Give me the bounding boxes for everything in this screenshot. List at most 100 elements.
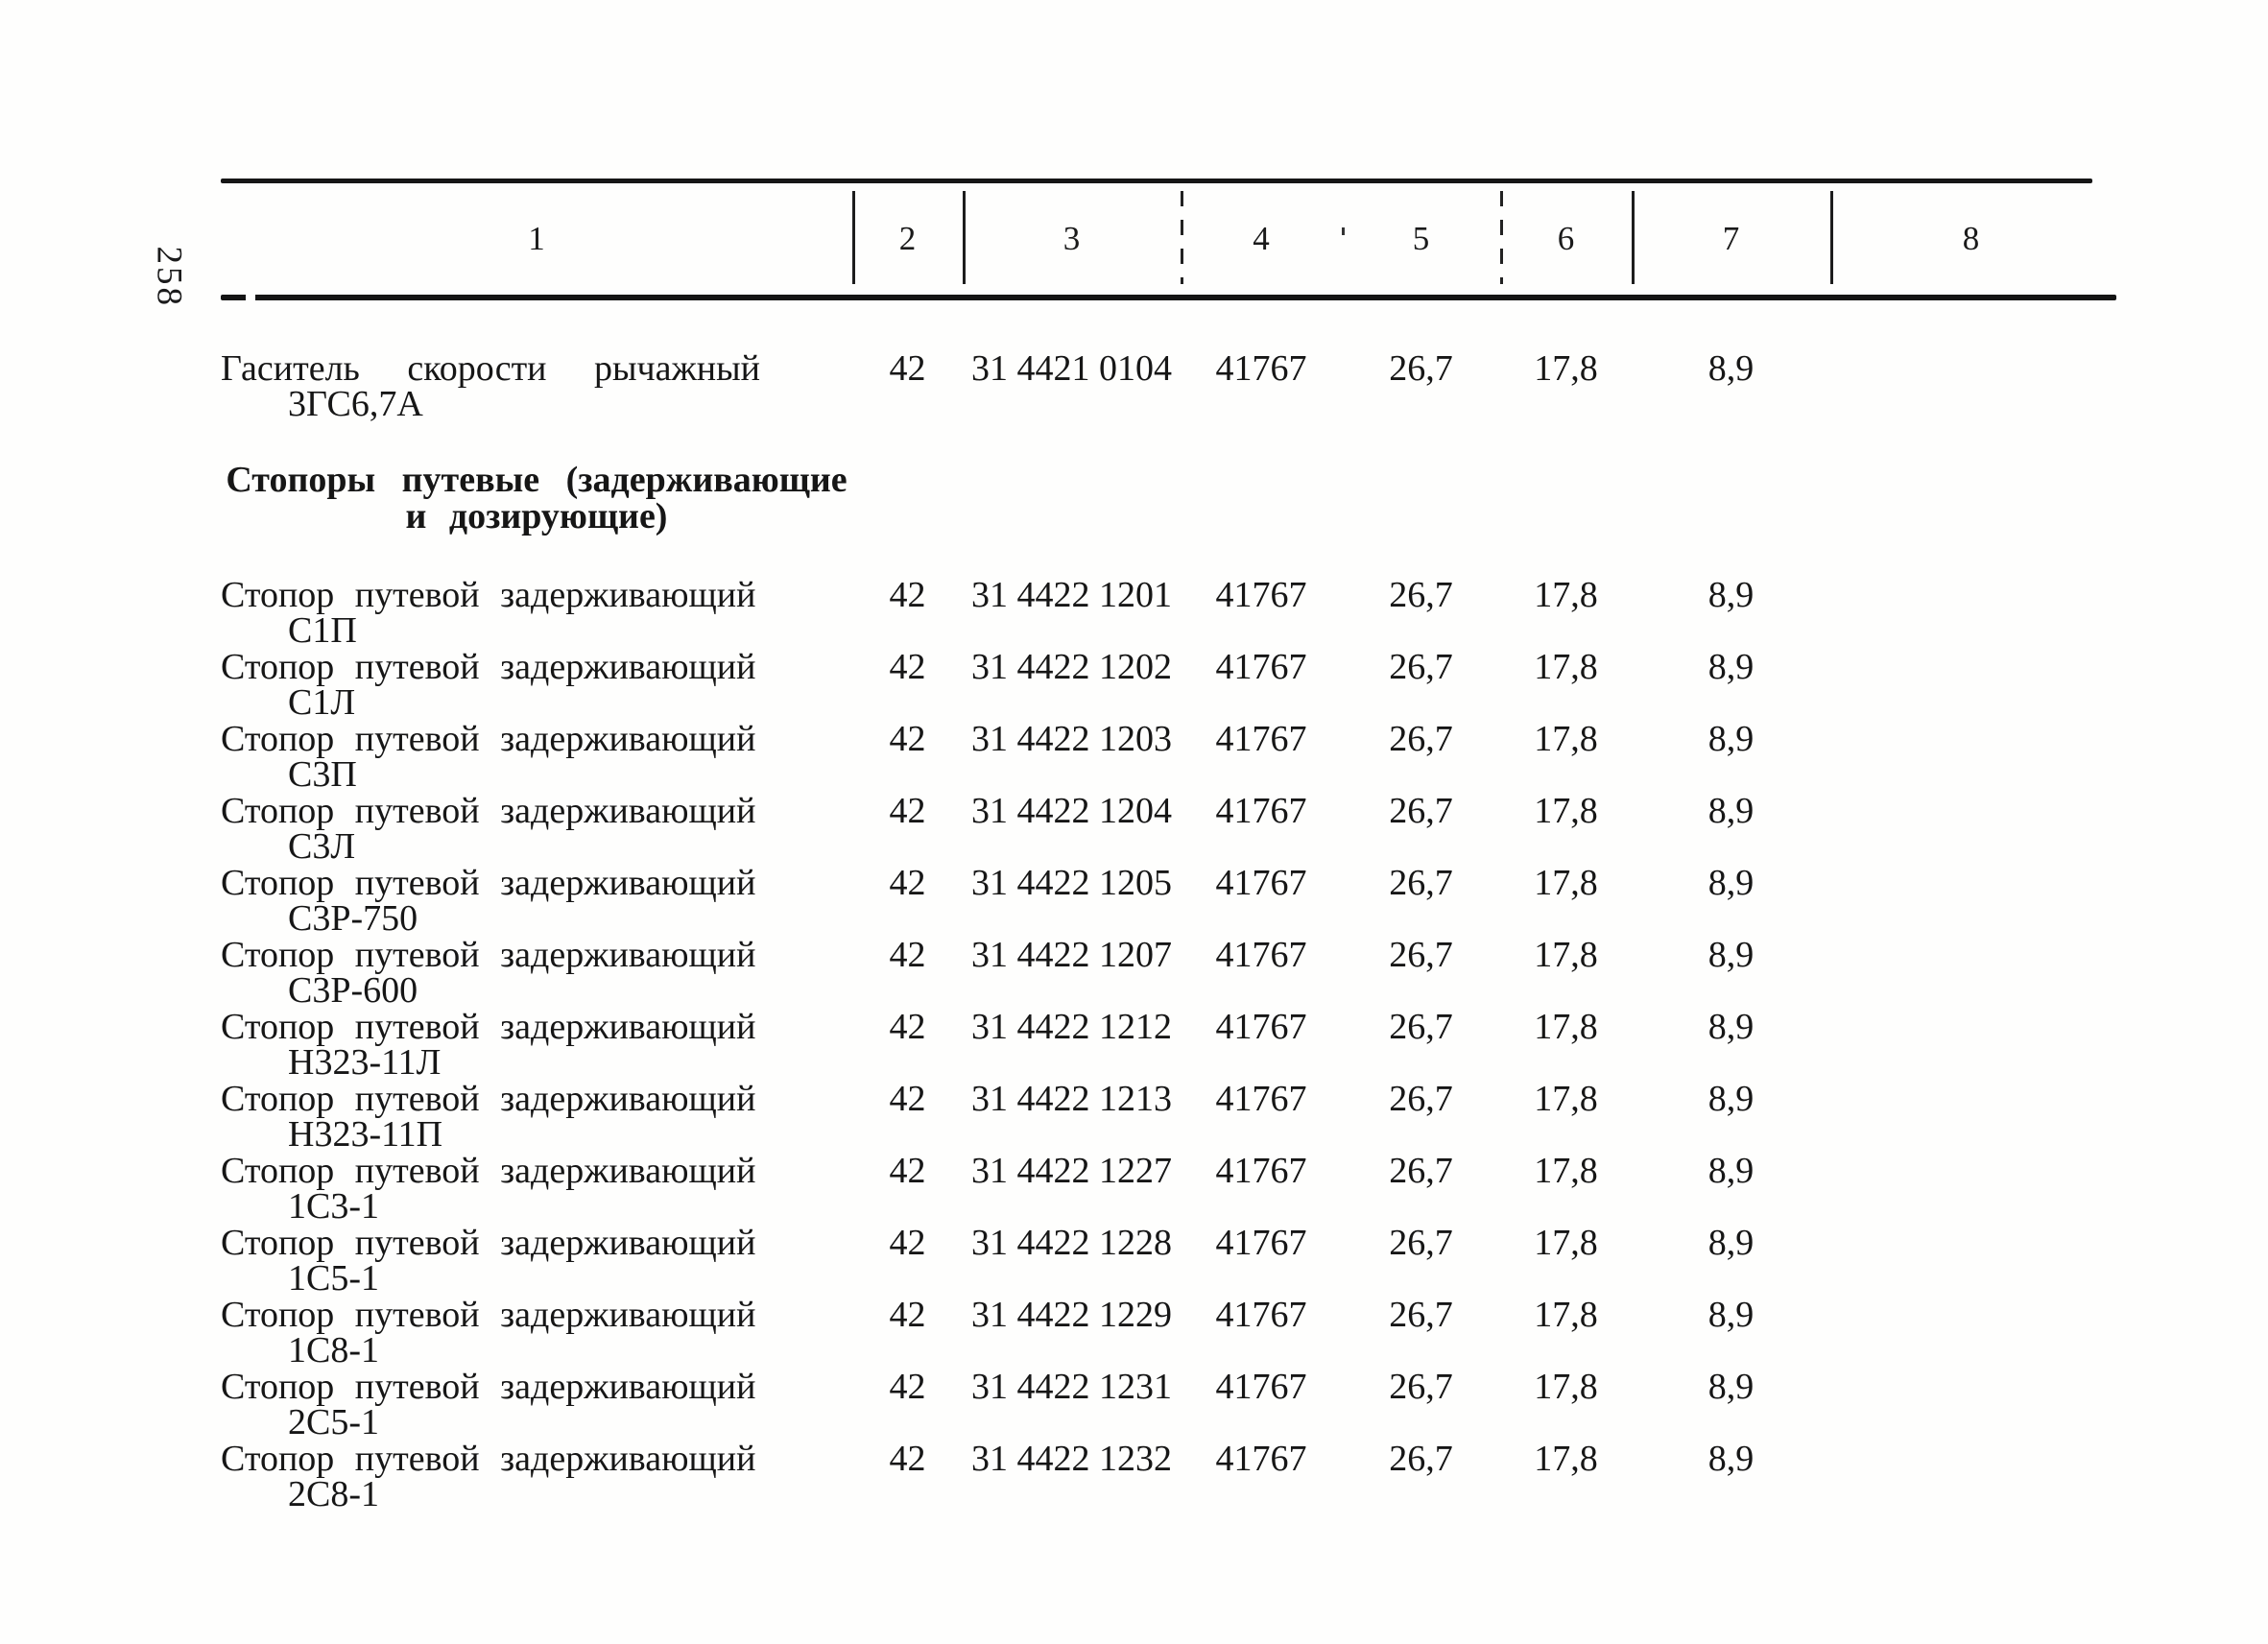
table-row: Стопор путевой задерживающий 1С5-1 42 31… <box>221 1223 2112 1299</box>
cell-col7: 8,9 <box>1707 791 1755 831</box>
cell-col4: 41767 <box>1215 1223 1307 1263</box>
item-name: Стопор путевой задерживающий <box>221 719 756 759</box>
cell-col2: 42 <box>889 647 926 687</box>
item-name: Гаситель скорости рычажный <box>221 348 760 389</box>
item-name-cell: Стопор путевой задерживающий С1П <box>221 577 852 651</box>
cell-col6: 17,8 <box>1534 647 1598 687</box>
cell-col7: 8,9 <box>1707 1223 1755 1263</box>
cell-item-code: 31 4422 1212 <box>971 1007 1172 1047</box>
cell-col7: 8,9 <box>1707 863 1755 903</box>
column-header-4: 4 <box>1253 220 1270 257</box>
item-model: С1П <box>288 610 357 651</box>
item-name-cell: Стопор путевой задерживающий С3Р-600 <box>221 935 852 1009</box>
cell-col6: 17,8 <box>1534 1439 1598 1479</box>
table-row: Стопор путевой задерживающий 2С5-1 42 31… <box>221 1367 2112 1442</box>
item-model: 2С5-1 <box>288 1402 379 1442</box>
column-header-3: 3 <box>1062 220 1081 257</box>
section-heading: Стопоры путевые (задерживающие и дозирую… <box>221 462 852 535</box>
item-model: 1С5-1 <box>288 1258 379 1299</box>
cell-col2: 42 <box>889 575 926 615</box>
table-row: Стопор путевой задерживающий С3П 42 31 4… <box>221 719 2112 793</box>
item-name: Стопор путевой задерживающий <box>221 863 756 903</box>
table-body: Гаситель скорости рычажный 3ГС6,7А 42 31… <box>221 348 2112 1513</box>
cell-col4: 41767 <box>1215 863 1307 903</box>
cell-col5: 26,7 <box>1389 647 1453 687</box>
item-name-cell: Стопор путевой задерживающий 2С5-1 <box>221 1367 852 1442</box>
cell-col5: 26,7 <box>1389 1079 1453 1119</box>
cell-col4: 41767 <box>1215 719 1307 759</box>
item-model: Н323-11П <box>288 1114 443 1155</box>
cell-col4: 41767 <box>1215 1007 1307 1047</box>
cell-col5: 26,7 <box>1389 1367 1453 1407</box>
cell-col5: 26,7 <box>1389 719 1453 759</box>
item-name-cell: Стопор путевой задерживающий С1Л <box>221 647 852 723</box>
column-separator <box>1342 191 1345 284</box>
item-name-cell: Стопор путевой задерживающий Н323-11П <box>221 1081 852 1155</box>
column-separator <box>1181 191 1183 284</box>
cell-col6: 17,8 <box>1534 1151 1598 1191</box>
cell-col7: 8,9 <box>1707 1079 1755 1119</box>
section-heading-line2: и дозирующие) <box>405 496 668 536</box>
cell-col5: 26,7 <box>1389 935 1453 975</box>
table-row: Стопор путевой задерживающий 2С8-1 42 31… <box>221 1441 2112 1513</box>
cell-item-code: 31 4422 1204 <box>971 791 1172 831</box>
cell-col7: 8,9 <box>1707 1439 1755 1479</box>
item-model: Н323-11Л <box>288 1042 442 1083</box>
cell-col4: 41767 <box>1215 791 1307 831</box>
item-name-cell: Стопор путевой задерживающий 1С5-1 <box>221 1225 852 1299</box>
column-separator <box>1830 191 1833 284</box>
cell-col6: 17,8 <box>1534 1079 1598 1119</box>
item-name: Стопор путевой задерживающий <box>221 1007 756 1047</box>
parts-table: 1 2 3 4 5 6 7 8 Гаситель скорости рычажн… <box>221 179 2116 1513</box>
table-row: Стопор путевой задерживающий С1П 42 31 4… <box>221 575 2112 651</box>
item-name: Стопор путевой задерживающий <box>221 1439 756 1479</box>
table-row: Стопор путевой задерживающий Н323-11П 42… <box>221 1079 2112 1155</box>
cell-col7: 8,9 <box>1707 1007 1755 1047</box>
cell-col5: 26,7 <box>1389 863 1453 903</box>
cell-item-code: 31 4422 1201 <box>971 575 1172 615</box>
cell-col6: 17,8 <box>1534 348 1598 389</box>
cell-col2: 42 <box>889 1007 926 1047</box>
cell-col6: 17,8 <box>1534 1367 1598 1407</box>
cell-col7: 8,9 <box>1707 935 1755 975</box>
item-model: С1Л <box>288 682 356 723</box>
cell-col2: 42 <box>889 1151 926 1191</box>
cell-col7: 8,9 <box>1707 348 1755 389</box>
cell-col2: 42 <box>889 1295 926 1335</box>
item-name: Стопор путевой задерживающий <box>221 647 756 687</box>
cell-col6: 17,8 <box>1534 575 1598 615</box>
item-name: Стопор путевой задерживающий <box>221 935 756 975</box>
cell-col6: 17,8 <box>1534 935 1598 975</box>
item-name-cell: Стопор путевой задерживающий Н323-11Л <box>221 1007 852 1083</box>
item-model: 3ГС6,7А <box>288 384 423 424</box>
cell-col5: 26,7 <box>1389 1223 1453 1263</box>
cell-col5: 26,7 <box>1389 791 1453 831</box>
table-row: Стопор путевой задерживающий 1С8-1 42 31… <box>221 1295 2112 1369</box>
item-name-cell: Гаситель скорости рычажный 3ГС6,7А <box>221 348 852 424</box>
column-header-6: 6 <box>1557 220 1575 257</box>
column-separator <box>1500 191 1503 284</box>
cell-col2: 42 <box>889 719 926 759</box>
cell-item-code: 31 4422 1232 <box>971 1439 1172 1479</box>
item-name: Стопор путевой задерживающий <box>221 1367 756 1407</box>
cell-col7: 8,9 <box>1707 719 1755 759</box>
cell-col7: 8,9 <box>1707 575 1755 615</box>
cell-col7: 8,9 <box>1707 1295 1755 1335</box>
cell-col5: 26,7 <box>1389 1439 1453 1479</box>
table-row: Стопор путевой задерживающий С3Р-750 42 … <box>221 863 2112 937</box>
cell-item-code: 31 4422 1227 <box>971 1151 1172 1191</box>
cell-col4: 41767 <box>1215 575 1307 615</box>
cell-col6: 17,8 <box>1534 1223 1598 1263</box>
column-header-2: 2 <box>898 220 917 257</box>
cell-col2: 42 <box>889 1439 926 1479</box>
cell-item-code: 31 4421 0104 <box>971 348 1172 389</box>
cell-col7: 8,9 <box>1707 647 1755 687</box>
column-header-8: 8 <box>1962 220 1980 257</box>
column-header-5: 5 <box>1412 220 1430 257</box>
cell-col2: 42 <box>889 348 926 389</box>
table-header-row: 1 2 3 4 5 6 7 8 <box>221 179 2116 300</box>
cell-col6: 17,8 <box>1534 719 1598 759</box>
cell-col5: 26,7 <box>1389 575 1453 615</box>
cell-col6: 17,8 <box>1534 863 1598 903</box>
